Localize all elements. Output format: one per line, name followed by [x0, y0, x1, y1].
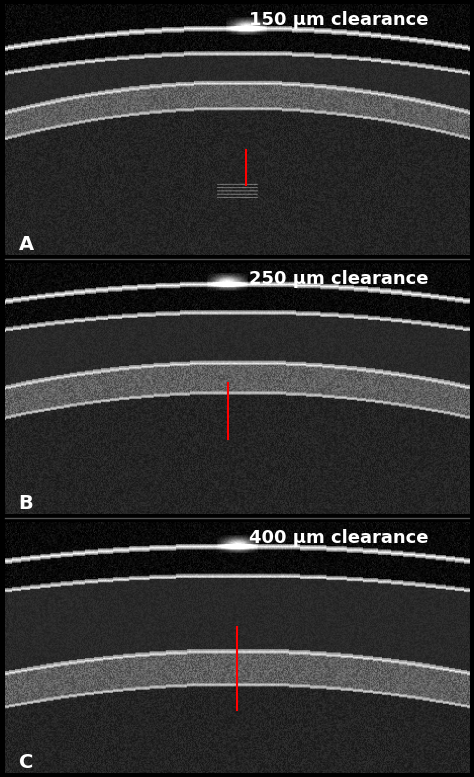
Text: B: B [18, 494, 34, 513]
Text: C: C [18, 753, 33, 772]
Text: A: A [18, 235, 34, 254]
Text: 250 μm clearance: 250 μm clearance [249, 270, 429, 288]
Text: 150 μm clearance: 150 μm clearance [249, 11, 429, 29]
Text: 400 μm clearance: 400 μm clearance [249, 529, 429, 547]
